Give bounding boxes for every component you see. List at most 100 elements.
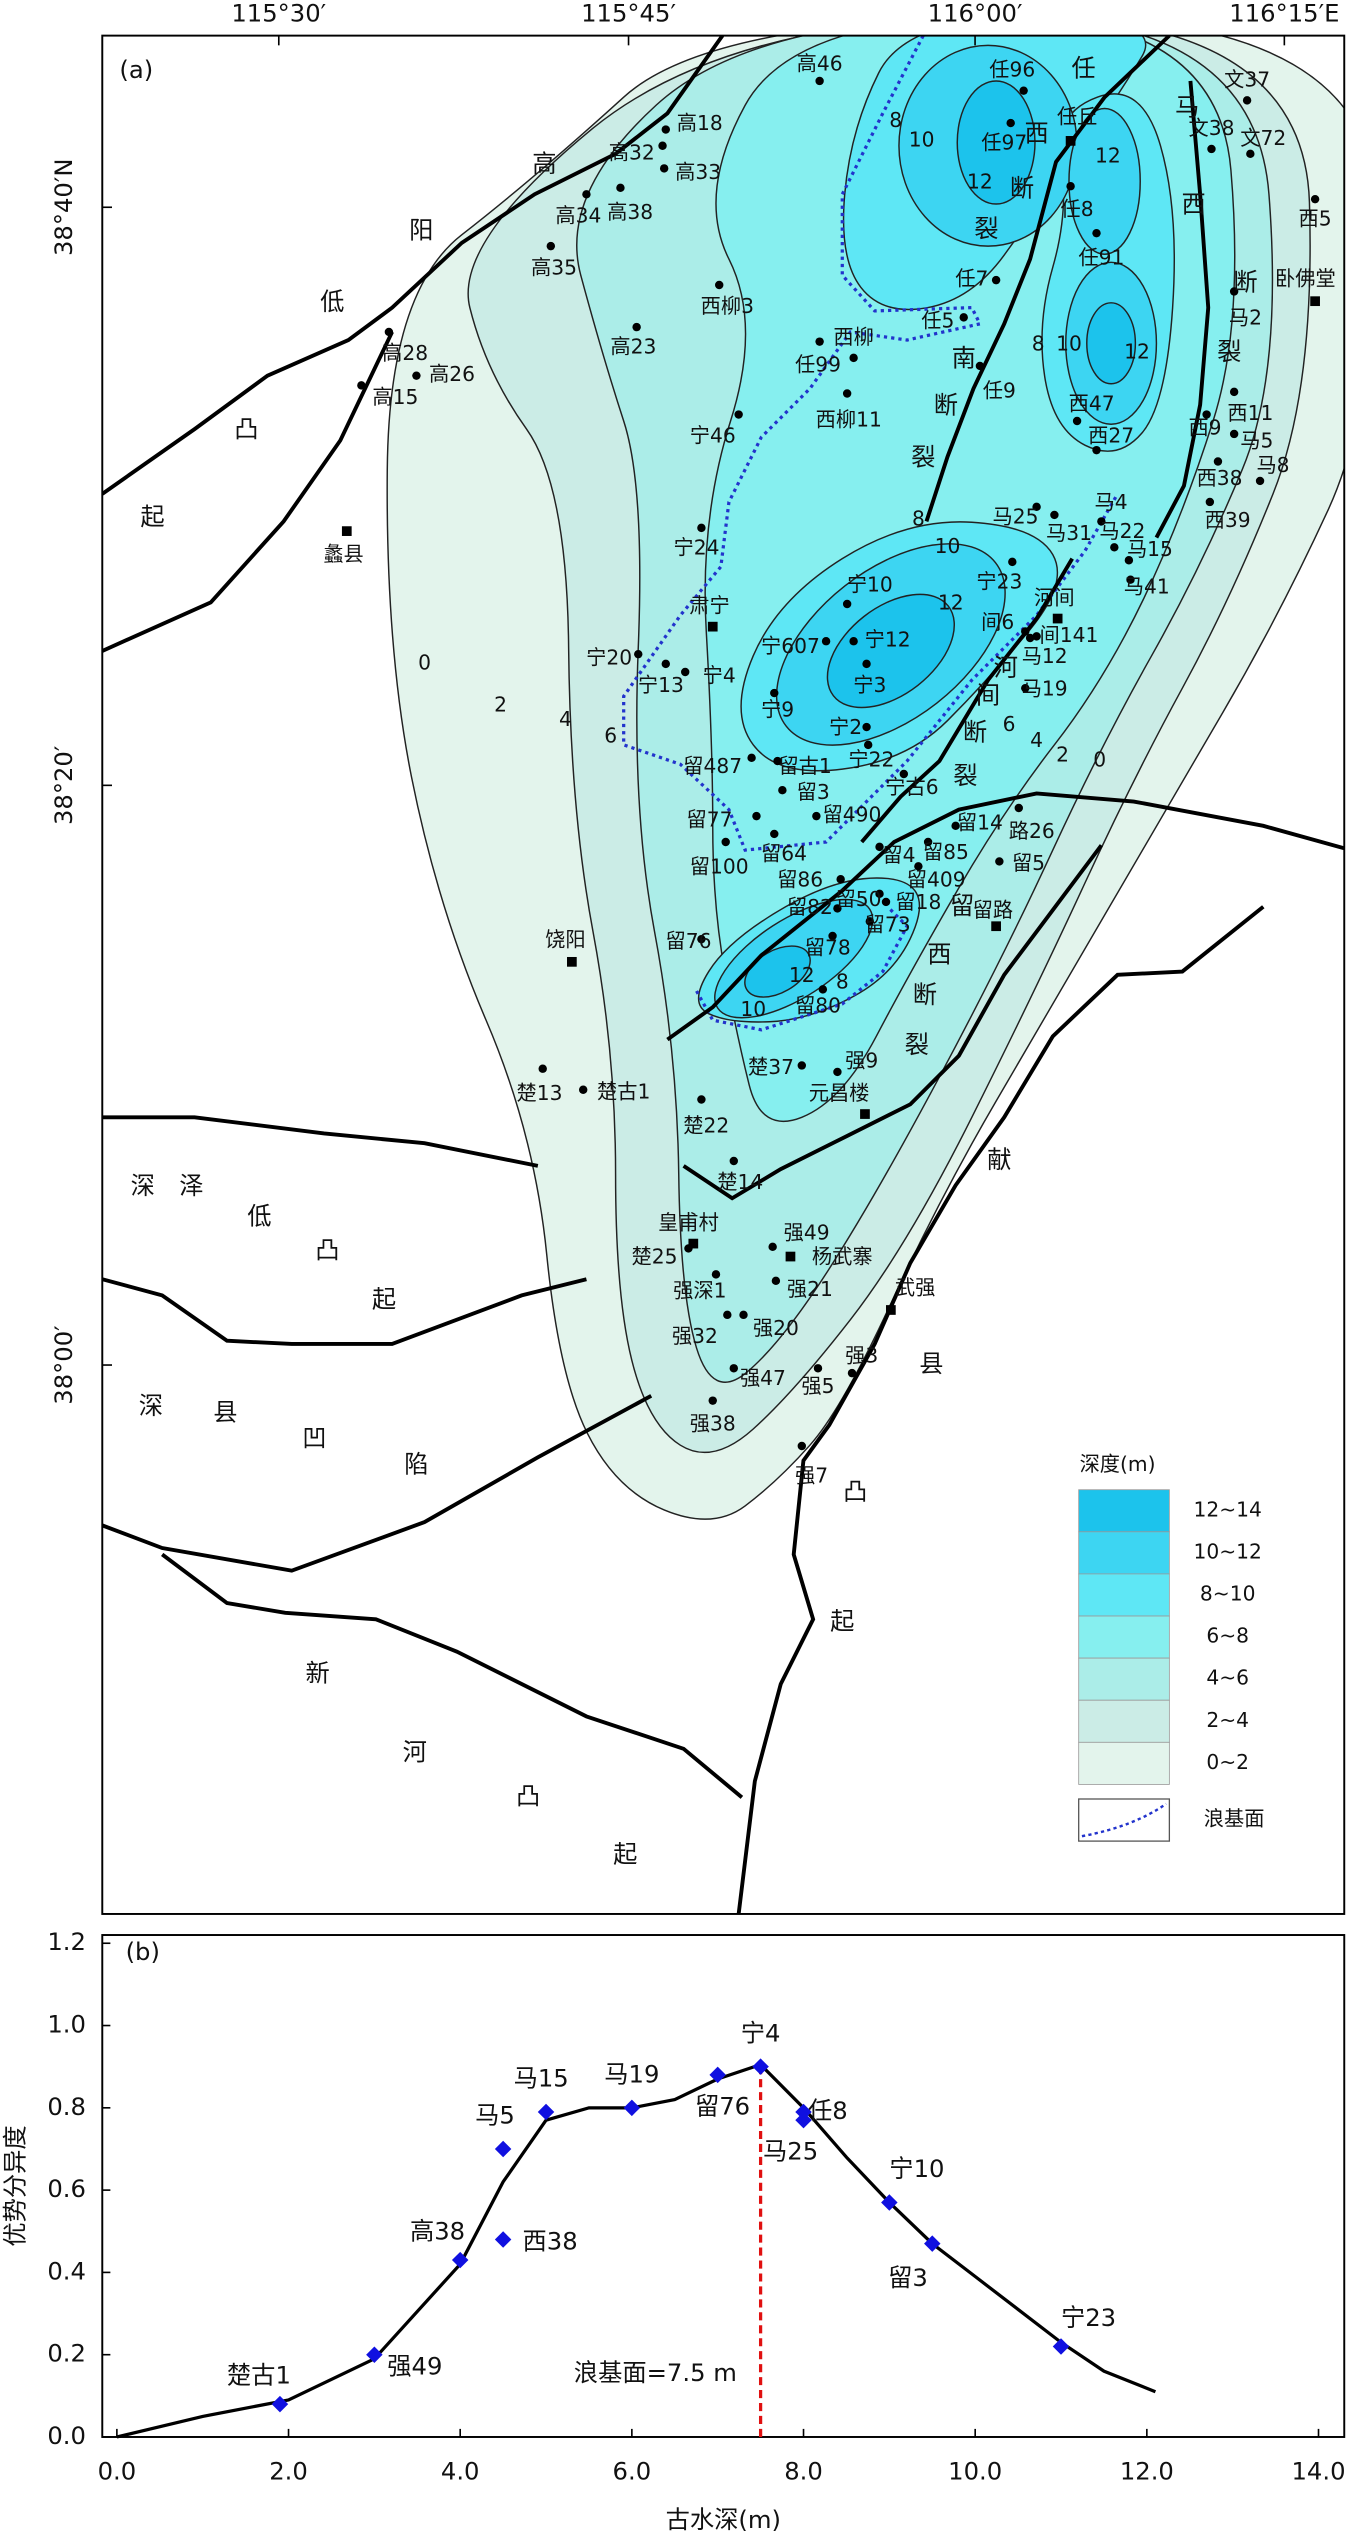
- region-label: 县: [213, 1398, 237, 1427]
- well-label: 高34: [555, 203, 601, 227]
- well-dot: [578, 1085, 588, 1094]
- well-dot: [995, 857, 1004, 866]
- x-tick-label: 2.0: [269, 2457, 308, 2486]
- well-dot: [1213, 457, 1223, 466]
- point-label: 马19: [604, 2059, 659, 2088]
- point-label: 宁10: [889, 2154, 944, 2183]
- y-tick-label: 0.2: [47, 2339, 86, 2368]
- well-dot: [1072, 416, 1082, 426]
- region-label: 起: [830, 1606, 854, 1635]
- well-label: 留77: [687, 807, 733, 831]
- x-tick-label: 6.0: [613, 2457, 652, 2486]
- contour-label: 12: [789, 963, 815, 987]
- region-label: 断: [934, 390, 958, 419]
- legend-swatch: [1078, 1699, 1170, 1743]
- well-label: 任99: [795, 352, 841, 376]
- well-label: 留50: [835, 887, 881, 911]
- well-dot: [697, 523, 706, 533]
- well-label: 留73: [865, 913, 911, 937]
- region-label: 西: [1182, 190, 1206, 219]
- well-label: 高26: [429, 362, 475, 386]
- well-dot: [661, 659, 670, 669]
- data-point: [271, 2395, 289, 2413]
- point-label: 任8: [808, 2096, 848, 2125]
- well-dot: [538, 1064, 547, 1073]
- fault-line: [682, 844, 1103, 1201]
- fault-line: [924, 35, 1171, 523]
- well-label: 任5: [921, 309, 954, 333]
- well-dot: [815, 337, 824, 346]
- region-label: 西: [927, 939, 951, 968]
- well-label: 文38: [1188, 116, 1234, 140]
- well-label: 楚古1: [597, 1080, 650, 1104]
- well-label: 强7: [795, 1463, 828, 1487]
- well-label: 留409: [907, 867, 966, 891]
- x-tick-label: 10.0: [948, 2457, 1002, 2486]
- contour-label: 10: [909, 127, 935, 151]
- y-tick-label: 0.8: [47, 2092, 86, 2121]
- well-dot: [1092, 445, 1101, 455]
- contour-label: 12: [967, 169, 993, 193]
- well-dot: [1097, 517, 1106, 526]
- fault-line: [666, 791, 1345, 1042]
- wave-base-line: [695, 905, 910, 1032]
- well-dot: [1008, 557, 1017, 567]
- region-label: 凹: [302, 1424, 326, 1453]
- depth-zone: [1086, 302, 1137, 385]
- well-label: 宁22: [848, 748, 894, 772]
- region-label: 留: [950, 891, 974, 920]
- well-dot: [959, 313, 968, 322]
- town-label: 留路: [973, 898, 1013, 922]
- town-label: 元昌楼: [809, 1081, 870, 1105]
- well-label: 高23: [610, 335, 656, 359]
- well-dot: [862, 659, 871, 669]
- panel-label: (a): [119, 55, 153, 84]
- data-point: [494, 2231, 512, 2248]
- well-dot: [721, 837, 730, 847]
- well-dot: [1229, 429, 1239, 439]
- legend-label: 2~4: [1206, 1708, 1249, 1732]
- region-label: 陷: [404, 1449, 428, 1478]
- well-label: 强深1: [673, 1279, 726, 1303]
- well-dot: [1025, 633, 1035, 643]
- well-label: 宁607: [761, 634, 820, 658]
- well-label: 高18: [677, 111, 723, 135]
- contour-label: 0: [1093, 748, 1106, 772]
- well-label: 马31: [1046, 521, 1092, 545]
- map-body: [102, 35, 1345, 1914]
- well-dot: [632, 322, 641, 332]
- well-label: 强5: [801, 1374, 834, 1398]
- well-label: 宁20: [586, 646, 632, 670]
- well-dot: [797, 1061, 807, 1070]
- region-label: 县: [919, 1349, 943, 1378]
- well-dot: [991, 275, 1001, 285]
- well-label: 留490: [823, 803, 882, 827]
- longitude-label: 116°15′E: [1229, 0, 1339, 28]
- well-label: 西柳11: [816, 408, 882, 432]
- region-label: 低: [320, 287, 344, 316]
- well-dot: [975, 361, 985, 371]
- town-marker: [991, 921, 1001, 932]
- fault-line: [102, 1115, 539, 1168]
- well-dot: [865, 917, 875, 926]
- point-label: 楚古1: [227, 2361, 291, 2390]
- well-label: 马22: [1099, 519, 1145, 543]
- legend-label: 浪基面: [1204, 1807, 1265, 1831]
- well-dot: [659, 164, 669, 173]
- well-label: 宁2: [829, 715, 862, 739]
- legend-swatch: [1078, 1741, 1170, 1785]
- well-dot: [923, 837, 933, 847]
- well-label: 宁24: [674, 535, 720, 559]
- town-label: 肃宁: [689, 594, 729, 618]
- well-label: 高38: [607, 200, 653, 224]
- fault-line: [102, 1277, 587, 1346]
- well-dot: [658, 141, 667, 150]
- legend-label: 10~12: [1193, 1539, 1261, 1563]
- contour-label: 8: [912, 506, 925, 530]
- well-label: 楚22: [683, 1114, 729, 1138]
- well-dot: [1255, 476, 1265, 486]
- contour-label: 2: [1056, 743, 1069, 767]
- well-label: 西27: [1088, 424, 1134, 448]
- region-label: 起: [613, 1840, 637, 1869]
- legend-label: 4~6: [1206, 1666, 1249, 1690]
